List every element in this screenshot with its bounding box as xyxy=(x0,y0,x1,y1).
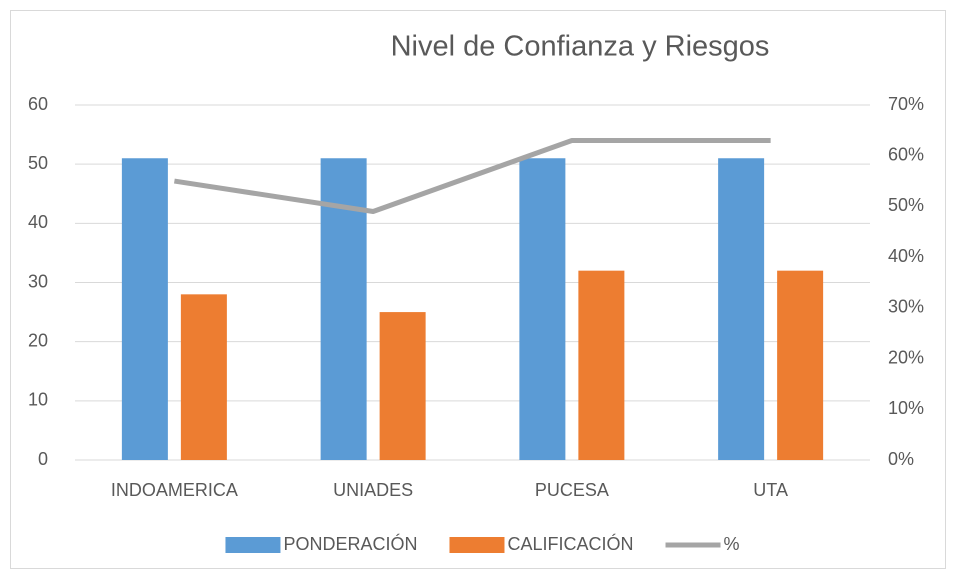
legend-label: CALIFICACIÓN xyxy=(507,533,633,554)
y2-tick-label: 10% xyxy=(888,398,924,418)
y-tick-label: 30 xyxy=(28,271,48,291)
bar xyxy=(578,270,625,460)
y2-tick-label: 20% xyxy=(888,347,924,367)
y2-tick-label: 0% xyxy=(888,449,914,469)
y2-tick-label: 60% xyxy=(888,144,924,164)
legend-label: PONDERACIÓN xyxy=(283,533,417,554)
y-tick-label: 40 xyxy=(28,212,48,232)
y-tick-label: 20 xyxy=(28,330,48,350)
bar xyxy=(180,294,227,460)
y2-tick-label: 40% xyxy=(888,246,924,266)
y2-tick-label: 70% xyxy=(888,94,924,114)
x-tick-label: UTA xyxy=(753,480,788,500)
legend-swatch xyxy=(225,537,281,553)
bar xyxy=(718,158,765,460)
y-tick-label: 10 xyxy=(28,390,48,410)
y2-tick-label: 50% xyxy=(888,195,924,215)
legend-label: % xyxy=(724,534,740,554)
legend-swatch xyxy=(449,537,505,553)
bar xyxy=(379,312,426,460)
chart-title: Nivel de Confianza y Riesgos xyxy=(391,31,770,63)
bar xyxy=(121,158,168,460)
x-tick-label: INDOAMERICA xyxy=(111,480,238,500)
y-tick-label: 0 xyxy=(38,449,48,469)
y2-tick-label: 30% xyxy=(888,297,924,317)
bar xyxy=(777,270,824,460)
bar xyxy=(519,158,566,460)
x-tick-label: UNIADES xyxy=(333,480,413,500)
y-tick-label: 60 xyxy=(28,94,48,114)
line-series xyxy=(173,138,771,214)
x-tick-label: PUCESA xyxy=(535,480,609,500)
y-tick-label: 50 xyxy=(28,153,48,173)
